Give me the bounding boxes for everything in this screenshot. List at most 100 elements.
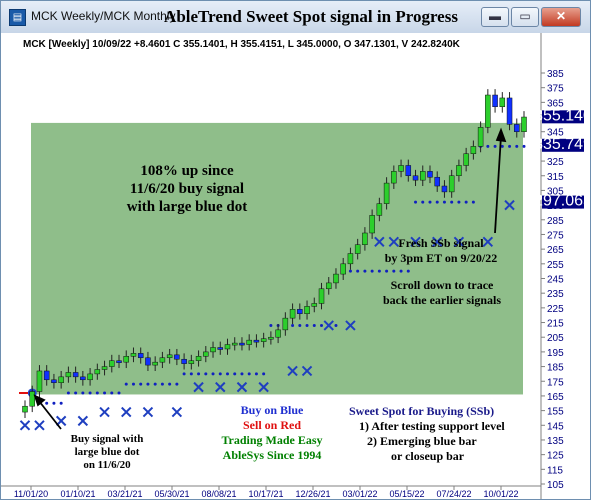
candle-body xyxy=(94,369,101,375)
candle-body xyxy=(130,353,137,357)
x-tick-label: 10/01/22 xyxy=(483,489,518,499)
candle-body xyxy=(51,379,57,383)
ssb-x-mark xyxy=(453,236,465,248)
ssb-x-mark xyxy=(432,236,443,248)
ssb-x-mark xyxy=(374,236,385,248)
ssb-x-mark xyxy=(323,320,334,331)
candle-body xyxy=(174,354,180,360)
support-dot xyxy=(240,372,244,376)
ssb-x-mark xyxy=(482,236,494,248)
candle-body xyxy=(297,309,303,314)
buy-on-blue-text: Buy on Blue xyxy=(241,403,304,417)
candle-body xyxy=(260,338,267,342)
ssb-x-mark xyxy=(77,415,89,427)
buy-signal-arrow xyxy=(38,400,62,430)
support-dot xyxy=(189,372,193,376)
price-tag-lower xyxy=(542,195,584,209)
support-dot xyxy=(457,200,461,204)
candle-body xyxy=(456,165,462,177)
candle-body xyxy=(420,171,426,181)
support-dot xyxy=(110,391,114,395)
candle-body xyxy=(181,358,187,364)
support-dot xyxy=(103,391,107,395)
buy-signal-arrowhead xyxy=(33,394,46,407)
candle-body xyxy=(43,370,50,381)
candle-body xyxy=(325,282,332,290)
price-tag-lower-text: 297.065 xyxy=(534,193,590,210)
buy-signal-annotation: Buy signal with large blue dot on 11/6/2… xyxy=(71,433,144,471)
x-tick-label: 11/01/20 xyxy=(14,489,48,499)
arrows xyxy=(33,127,507,430)
y-tick-label: 195 xyxy=(547,348,564,359)
support-dot xyxy=(305,323,309,327)
support-dot xyxy=(74,391,78,395)
close-button[interactable]: ✕ xyxy=(541,7,581,27)
candle-body xyxy=(333,273,339,284)
candle-body xyxy=(239,342,245,346)
support-dot xyxy=(471,200,475,204)
candle-body xyxy=(492,94,498,108)
chart-app-icon: ▤ xyxy=(9,9,26,26)
support-dot xyxy=(197,372,201,376)
candle-body xyxy=(275,329,281,338)
candle-body xyxy=(391,171,397,184)
minimize-button[interactable]: ▬ xyxy=(481,7,509,27)
price-tag-last xyxy=(542,110,584,124)
candle-body xyxy=(427,171,433,178)
gain-annotation: 108% up since 11/6/20 buy signal with la… xyxy=(127,163,247,215)
support-dot xyxy=(233,372,237,376)
candle-body xyxy=(188,360,195,364)
support-dot xyxy=(435,200,439,204)
minimize-icon: ▬ xyxy=(489,9,501,23)
support-dot xyxy=(117,391,121,395)
candle-body xyxy=(369,215,375,234)
support-dot xyxy=(218,372,222,376)
support-dot xyxy=(175,382,179,386)
candle-body xyxy=(72,372,79,378)
restore-button[interactable]: ▭ xyxy=(511,7,539,27)
tab-mck-weekly-monthly[interactable]: MCK Weekly/MCK Monthly xyxy=(31,9,176,23)
fresh-signal-arrow xyxy=(494,135,502,234)
support-dot xyxy=(269,323,273,327)
y-tick-label: 365 xyxy=(547,98,564,109)
ssb-x-mark xyxy=(388,236,400,248)
y-tick-label: 375 xyxy=(547,84,564,95)
tme-line-2: AbleSys Since 1994 xyxy=(223,448,322,462)
support-dot xyxy=(182,372,186,376)
candle-body xyxy=(137,353,144,359)
price-chart[interactable]: 105 115 125 135 145 155 165 175 185 195 205 215 225 2… xyxy=(1,33,590,499)
y-tick-label: 215 xyxy=(547,319,564,330)
y-tick-label: 155 xyxy=(547,407,564,418)
sweet-spot-line-2: 2) Emerging blue bar xyxy=(367,434,477,448)
support-dot xyxy=(515,144,519,148)
support-dot xyxy=(356,269,360,273)
candle-body xyxy=(448,175,455,193)
support-dot xyxy=(377,269,381,273)
ssb-x-mark xyxy=(236,381,248,393)
ssb-x-mark xyxy=(171,406,183,418)
close-icon: ✕ xyxy=(555,9,567,23)
support-dot xyxy=(124,382,128,386)
candle-body xyxy=(210,347,216,353)
support-dot xyxy=(500,144,504,148)
restore-icon: ▭ xyxy=(519,9,531,23)
support-dot xyxy=(363,269,367,273)
support-dot xyxy=(320,323,324,327)
y-tick-label: 285 xyxy=(547,216,564,227)
y-tick-label: 325 xyxy=(547,157,564,168)
ssb-x-mark xyxy=(19,420,31,431)
sweet-spot-title: Sweet Spot for Buying (SSb) xyxy=(349,404,494,418)
y-tick-label: 235 xyxy=(547,289,564,300)
y-tick-label: 125 xyxy=(547,451,564,462)
support-dot xyxy=(160,382,164,386)
ssb-x-mark xyxy=(193,381,204,393)
legend-annotation: Buy on Blue Sell on Red Trading Made Eas… xyxy=(221,403,322,462)
support-dot xyxy=(59,401,63,405)
candle-body xyxy=(311,303,318,307)
x-tick-label: 03/21/21 xyxy=(107,489,142,499)
buy-signal-line-1: Buy signal with xyxy=(71,433,144,445)
y-tick-label: 265 xyxy=(547,245,564,256)
fresh-line-1: Fresh SSb signal xyxy=(398,236,484,250)
candle-body xyxy=(282,317,289,331)
support-dot xyxy=(312,323,316,327)
